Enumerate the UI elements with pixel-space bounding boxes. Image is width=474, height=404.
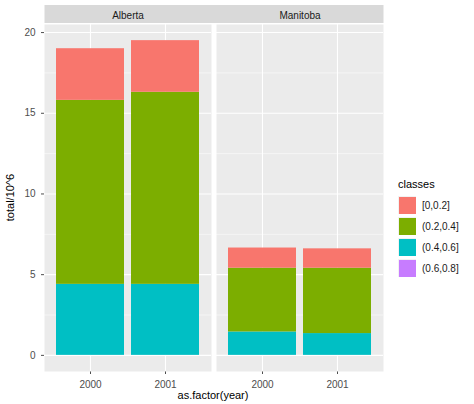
svg-text:2001: 2001 (326, 379, 349, 390)
html-text:(0.4,0.6]: (0.4,0.6] (422, 241, 459, 253)
html-text:(0.6,0.8]: (0.6,0.8] (422, 262, 459, 274)
svg-text:2001: 2001 (154, 379, 177, 390)
svg-text:Manitoba: Manitoba (279, 10, 321, 21)
svg-text:0: 0 (30, 350, 36, 361)
svg-text:15: 15 (24, 107, 36, 118)
svg-text:10: 10 (24, 188, 36, 199)
svg-text:total/10^6: total/10^6 (4, 174, 16, 221)
html-text:classes: classes (398, 178, 435, 190)
html-text:[0,0.2]: [0,0.2] (422, 199, 450, 211)
svg-text:Alberta: Alberta (112, 10, 144, 21)
svg-text:20: 20 (24, 27, 36, 38)
html-text:(0.2,0.4]: (0.2,0.4] (422, 220, 459, 232)
svg-text:2000: 2000 (251, 379, 274, 390)
svg-text:5: 5 (30, 269, 36, 280)
svg-text:2000: 2000 (79, 379, 102, 390)
svg-text:as.factor(year): as.factor(year) (178, 389, 249, 401)
